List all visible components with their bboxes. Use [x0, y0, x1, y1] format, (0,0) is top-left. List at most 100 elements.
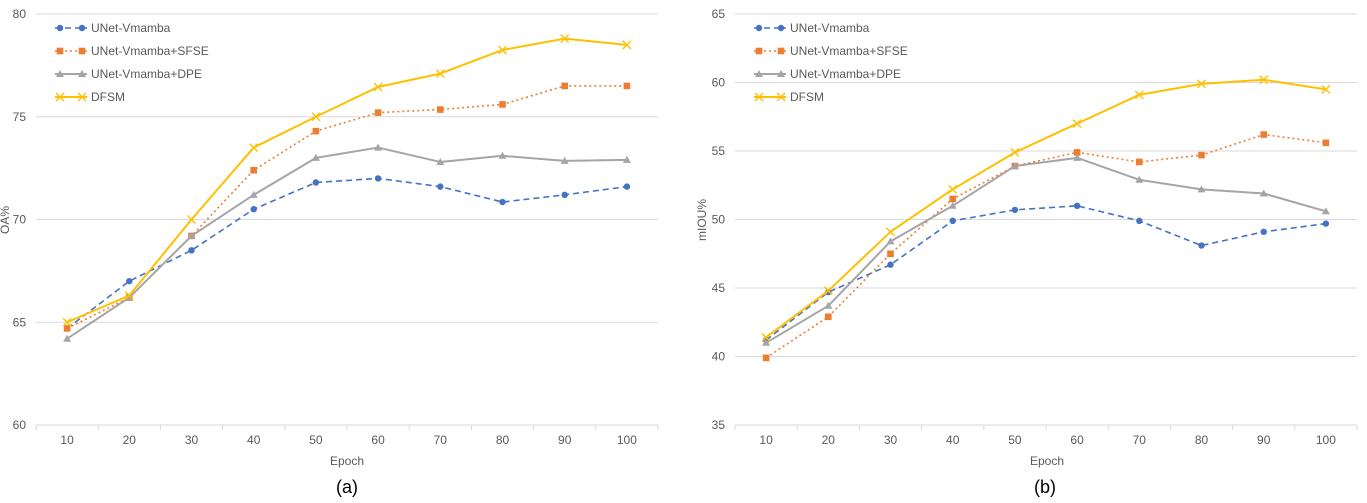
y-tick-label: 60 [13, 418, 27, 432]
data-point [887, 261, 894, 268]
legend-label: UNet-Vmamba+SFSE [91, 44, 209, 58]
data-point [887, 250, 894, 258]
legend-marker [755, 47, 763, 55]
data-point [373, 82, 383, 92]
x-tick-label: 10 [759, 433, 773, 447]
data-point [437, 183, 444, 190]
data-point [560, 34, 570, 44]
series-unet-vmamba-dpe [63, 143, 631, 342]
x-tick-label: 30 [185, 433, 199, 447]
y-tick-label: 80 [13, 7, 27, 21]
data-point [249, 143, 259, 153]
data-point [1136, 217, 1143, 225]
data-point [1321, 84, 1331, 94]
chart-a-y-axis-title: OA% [0, 206, 12, 234]
chart-b-y-axis-title: mIOU% [695, 199, 709, 241]
data-point [1135, 175, 1144, 183]
legend-label: DFSM [91, 90, 125, 104]
series-unet-vmamba [63, 175, 631, 332]
y-tick-label: 45 [712, 281, 726, 295]
legend-marker [776, 92, 786, 102]
chart-a-x-tick-labels: 10 20 30 40 50 60 70 80 90 100 [60, 433, 637, 447]
legend-marker [78, 47, 86, 55]
legend-marker [77, 92, 87, 102]
data-point [1197, 185, 1206, 193]
data-point [622, 155, 631, 163]
data-point [1322, 139, 1330, 147]
x-tick-label: 90 [1257, 433, 1271, 447]
x-tick-label: 50 [1008, 433, 1022, 447]
x-tick-label: 20 [822, 433, 836, 447]
x-tick-label: 40 [247, 433, 261, 447]
series-line [765, 205, 1327, 341]
data-point [762, 338, 771, 346]
data-point [63, 325, 71, 332]
y-tick-label: 65 [712, 7, 726, 21]
data-point [187, 215, 196, 224]
data-point [623, 183, 631, 190]
data-point [560, 156, 569, 164]
data-point [63, 334, 72, 342]
x-tick-label: 90 [558, 433, 572, 447]
data-point [126, 277, 133, 285]
legend-marker [55, 92, 65, 102]
x-tick-label: 10 [60, 433, 74, 447]
y-tick-label: 60 [712, 76, 726, 90]
data-point [312, 179, 320, 186]
legend-marker [777, 70, 785, 77]
legend-item: UNet-Vmamba [55, 21, 171, 35]
x-tick-label: 20 [123, 433, 137, 447]
legend-marker [755, 70, 763, 77]
data-point [498, 151, 507, 159]
y-tick-label: 65 [13, 315, 27, 329]
data-point [187, 231, 196, 239]
legend-marker [56, 24, 64, 32]
chart-b-series [761, 75, 1331, 362]
x-tick-label: 50 [309, 433, 323, 447]
x-tick-label: 70 [1133, 433, 1147, 447]
data-point [374, 109, 382, 116]
data-point [948, 201, 957, 209]
data-point [886, 227, 895, 237]
legend-marker [777, 24, 785, 32]
data-point [1322, 220, 1330, 227]
data-point [948, 184, 958, 194]
legend-item: UNet-Vmamba+SFSE [55, 44, 209, 58]
legend-item: UNet-Vmamba+SFSE [754, 44, 908, 58]
x-tick-label: 100 [1316, 433, 1336, 447]
series-line [66, 37, 627, 324]
data-point [124, 291, 134, 301]
data-point [374, 175, 382, 182]
series-unet-vmamba-sfse [63, 82, 631, 332]
data-point [62, 317, 72, 327]
data-point [437, 106, 444, 113]
chart-a-caption: (a) [336, 477, 358, 497]
series-dfsm [62, 34, 632, 327]
data-point [1197, 79, 1206, 89]
legend-marker [78, 24, 86, 32]
x-tick-label: 60 [1070, 433, 1084, 447]
legend-label: UNet-Vmamba [790, 21, 870, 35]
data-point [561, 82, 568, 90]
legend-label: DFSM [790, 90, 824, 104]
data-point [1260, 228, 1267, 236]
data-point [249, 190, 258, 198]
legend-label: UNet-Vmamba+DPE [790, 67, 901, 81]
chart-b-gridlines [734, 13, 1358, 430]
legend-marker [754, 92, 764, 102]
data-point [949, 217, 956, 225]
chart-a-y-tick-labels: 60 65 70 75 80 [13, 7, 27, 432]
legend-marker [78, 70, 86, 77]
data-point [1073, 149, 1081, 156]
data-point [762, 354, 770, 362]
series-line [765, 78, 1327, 339]
legend-item: UNet-Vmamba [754, 21, 870, 35]
data-point [1010, 147, 1020, 157]
chart-b-y-tick-labels: 35 40 45 50 55 60 65 [712, 7, 726, 432]
data-point [374, 143, 383, 151]
x-tick-label: 60 [371, 433, 385, 447]
chart-a-gridlines [35, 13, 659, 430]
series-line [765, 133, 1327, 359]
